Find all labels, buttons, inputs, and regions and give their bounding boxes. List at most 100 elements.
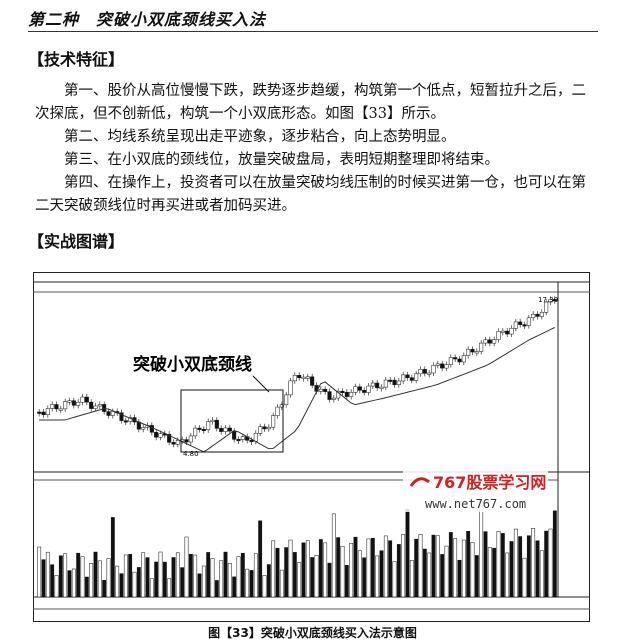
candle-body <box>409 377 414 381</box>
volume-bar <box>253 553 258 598</box>
volume-bar <box>119 573 124 598</box>
volume-bar <box>37 546 42 598</box>
volume-bar <box>206 552 211 598</box>
volume-bar <box>318 539 323 598</box>
volume-bar <box>301 542 306 598</box>
volume-bar <box>418 534 423 598</box>
volume-bar <box>84 576 89 598</box>
candle-body <box>487 339 492 344</box>
volume-bar <box>414 538 419 598</box>
candle-body <box>41 411 46 415</box>
volume-bar <box>409 560 414 598</box>
volume-bar <box>344 564 349 598</box>
candle-body <box>67 400 72 403</box>
volume-bar <box>453 538 458 598</box>
candle-body <box>375 382 380 389</box>
volume-bar <box>232 576 237 598</box>
title: 第二种 突破小双底颈线买入法 <box>28 10 267 29</box>
candle-body <box>197 427 202 430</box>
candle-body <box>84 396 89 403</box>
volume-bar <box>227 563 232 598</box>
volume-bar <box>539 550 544 598</box>
volume-bar <box>353 536 358 598</box>
candle-body <box>552 299 557 302</box>
volume-bar <box>470 542 475 598</box>
candle-body <box>401 374 406 382</box>
volume-bar <box>275 547 280 598</box>
candle-body <box>349 391 354 397</box>
candle-body <box>97 404 102 407</box>
volume-bar <box>80 556 85 598</box>
candle-body <box>526 317 531 326</box>
volume-bar <box>175 552 180 598</box>
candle-body <box>362 390 367 393</box>
volume-bar <box>526 535 531 598</box>
watermark: 767股票学习网 <box>433 473 546 492</box>
volume-bar <box>76 552 81 598</box>
candle-body <box>232 430 237 440</box>
volume-bar <box>435 535 440 598</box>
candle-body <box>548 299 553 303</box>
candle-body <box>457 358 462 363</box>
candle-body <box>310 376 315 386</box>
volume-bar <box>45 551 50 598</box>
paragraph: 第四、在操作上，投资者可以在放量突破均线压制的时候买进第一仓，也可以在第二天突破… <box>35 175 586 214</box>
volume-bar <box>214 580 219 598</box>
watermark-bg <box>403 468 548 512</box>
candle-body <box>149 425 154 433</box>
candle-body <box>318 388 323 392</box>
candle-body <box>193 427 198 437</box>
candle-body <box>466 349 471 356</box>
volume-bar <box>487 547 492 598</box>
volume-bar <box>201 565 206 598</box>
candle-body <box>513 321 518 329</box>
volume-bar <box>110 517 115 598</box>
volume-bar <box>149 578 154 598</box>
volume-bar <box>422 548 427 598</box>
candle-body <box>71 400 76 406</box>
section-heading: 【实战图谱】 <box>28 232 125 251</box>
candle-body <box>201 429 206 432</box>
candle-body <box>483 339 488 344</box>
volume-bar <box>405 509 410 598</box>
volume-bar <box>223 551 228 598</box>
candle-body <box>539 311 544 317</box>
paragraph: 第二、均线系统呈现出走平迹象，逐步粘合，向上态势明显。 <box>64 129 456 145</box>
volume-bar <box>548 528 553 598</box>
candle-body <box>154 432 159 438</box>
volume-bar <box>145 557 150 598</box>
volume-bar <box>388 540 393 598</box>
candle-body <box>80 396 85 403</box>
volume-bar <box>431 534 436 598</box>
candle-body <box>448 357 453 365</box>
candle-body <box>184 439 189 443</box>
volume-bar <box>41 559 46 598</box>
volume-bar <box>184 536 189 598</box>
candle-body <box>188 435 193 443</box>
candle-body <box>500 330 505 333</box>
candle-body <box>167 434 172 443</box>
volume-bar <box>132 571 137 598</box>
volume-bar <box>440 554 445 598</box>
volume-bar <box>518 536 523 598</box>
volume-bar <box>448 532 453 598</box>
volume-bar <box>496 531 501 598</box>
volume-bar <box>366 538 371 598</box>
volume-bar <box>370 537 375 598</box>
candle-body <box>271 415 276 428</box>
volume-bar <box>171 557 176 598</box>
volume-bar <box>457 559 462 598</box>
candle-body <box>344 391 349 397</box>
volume-bar <box>500 533 505 598</box>
candle-body <box>297 375 302 378</box>
candle-body <box>58 408 63 411</box>
volume-bar <box>314 555 319 598</box>
volume-bar <box>158 551 163 598</box>
candle-body <box>470 349 475 353</box>
section-heading: 【技术特征】 <box>28 50 125 69</box>
candle-body <box>392 379 397 385</box>
candle-body <box>219 428 224 432</box>
candle-body <box>253 432 258 442</box>
volume-bar <box>141 552 146 598</box>
candle-body <box>288 380 293 396</box>
